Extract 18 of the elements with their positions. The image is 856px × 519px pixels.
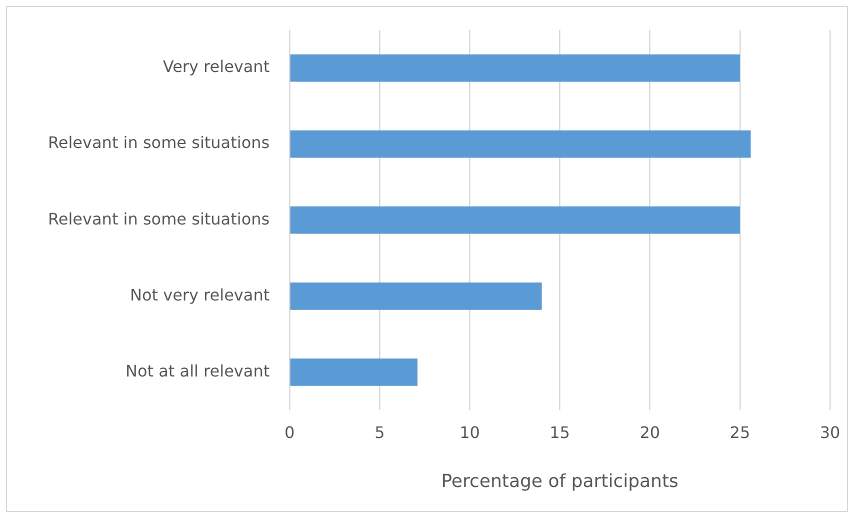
y-tick-label: Relevant in some situations — [48, 209, 270, 228]
y-tick-label: Not very relevant — [130, 285, 270, 304]
y-tick-label: Very relevant — [162, 57, 270, 76]
y-tick-label: Not at all relevant — [125, 361, 270, 380]
x-tick-label: 30 — [820, 422, 840, 442]
y-tick-label: Relevant in some situations — [48, 133, 270, 152]
x-tick-label: 20 — [640, 422, 660, 442]
x-axis-title: Percentage of participants — [441, 470, 678, 492]
x-tick-label: 25 — [730, 422, 750, 442]
x-tick-label: 15 — [550, 422, 570, 442]
bar — [290, 130, 751, 158]
x-tick-label: 0 — [284, 422, 295, 442]
x-tick-label: 10 — [460, 422, 480, 442]
bar — [290, 54, 740, 82]
bar — [290, 282, 542, 310]
bar — [290, 206, 740, 234]
bar — [290, 358, 418, 386]
x-tick-label: 5 — [374, 422, 385, 442]
